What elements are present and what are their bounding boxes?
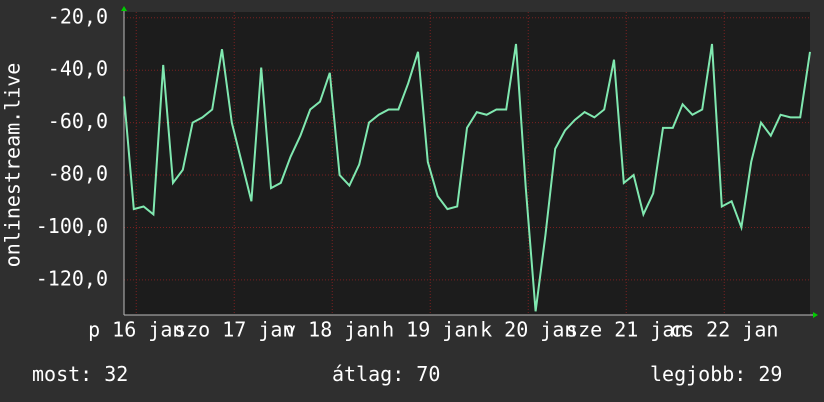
x-tick-label: k 20 jan [480, 318, 576, 342]
line [123, 43, 811, 312]
x-tick-label: sze 21 jan [566, 318, 686, 342]
y-axis-label: onlinestream.live [1, 63, 25, 268]
x-tick-label: p 16 jan [88, 318, 184, 342]
plot-area [124, 12, 810, 315]
x-tick-label: h 19 jan [382, 318, 478, 342]
x-tick-label: szo 17 jan [174, 318, 294, 342]
x-tick-label: cs 22 jan [670, 318, 778, 342]
y-tick-label: -60,0 [48, 109, 108, 133]
y-tick-label: -120,0 [36, 266, 108, 290]
stat-value: 32 [104, 362, 128, 386]
x-tick-label: v 18 jan [284, 318, 380, 342]
y-tick-label: -100,0 [36, 214, 108, 238]
stat-value: 70 [416, 362, 440, 386]
stat: átlag: 70 [332, 362, 440, 386]
axis-arrow [121, 6, 127, 11]
stat-label: legjobb: [650, 362, 746, 386]
stat-value: 29 [758, 362, 782, 386]
y-tick-label: -80,0 [48, 162, 108, 186]
y-tick-label: -20,0 [48, 4, 108, 28]
stat: most: 32 [32, 362, 128, 386]
stat: legjobb: 29 [650, 362, 782, 386]
stat-label: átlag: [332, 362, 404, 386]
stat-label: most: [32, 362, 92, 386]
y-tick-label: -40,0 [48, 57, 108, 81]
axis-arrow [813, 312, 818, 318]
